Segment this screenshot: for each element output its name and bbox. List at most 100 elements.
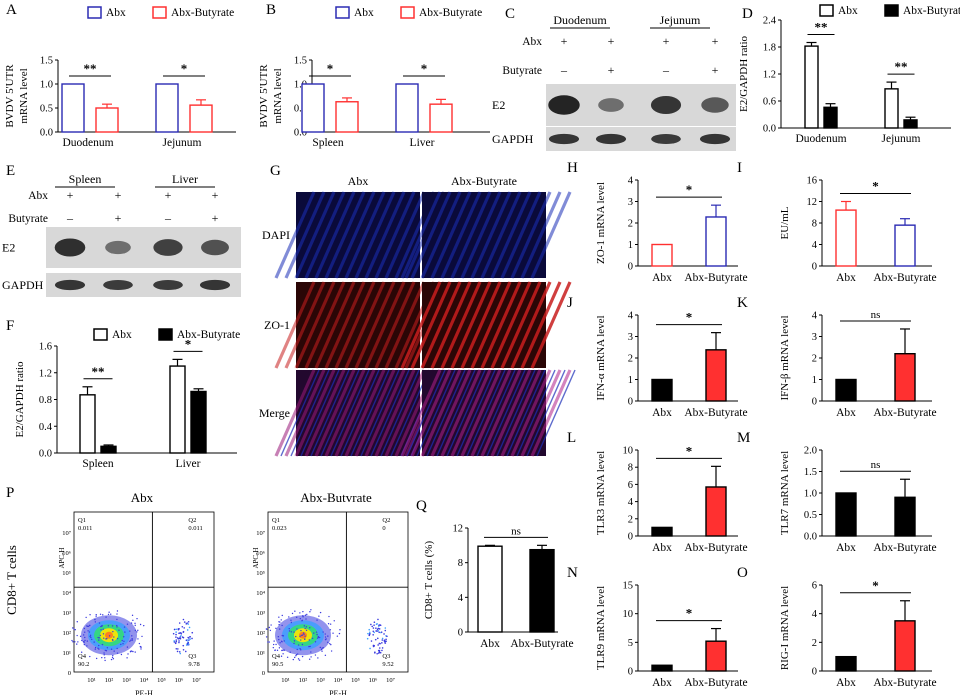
quadrant-q1-label: Q1 — [78, 517, 86, 524]
bar — [61, 83, 85, 133]
flow-event — [116, 618, 118, 621]
flow-event — [175, 648, 178, 650]
flow-event — [288, 630, 291, 632]
flow-event — [185, 623, 188, 625]
flow-x-tick: 10⁵ — [157, 677, 166, 684]
flow-event — [298, 659, 301, 661]
flow-event — [137, 638, 139, 640]
flow-event — [272, 646, 275, 649]
tissue-fold — [410, 191, 452, 279]
flow-x-tick: 10⁵ — [351, 677, 360, 684]
flow-event — [384, 640, 386, 642]
flow-x-tick: 10⁴ — [334, 677, 344, 684]
flow-event — [381, 649, 383, 652]
flow-event — [113, 636, 115, 638]
legend-swatch — [158, 328, 173, 341]
flow-event — [327, 622, 330, 625]
bar — [79, 394, 96, 454]
tissue-fold — [294, 281, 336, 369]
y-tick-label: 0.5 — [804, 510, 817, 521]
flow-event — [282, 635, 285, 637]
flow-event — [369, 647, 371, 650]
flow-event — [281, 641, 283, 643]
y-tick-label: 0 — [628, 397, 633, 408]
tissue-fold — [374, 191, 416, 279]
y-tick-label: 0 — [458, 628, 463, 639]
quadrant-q3-value: 9.52 — [382, 661, 393, 668]
flow-event — [378, 647, 381, 649]
flow-event — [189, 636, 191, 638]
flow-event — [339, 629, 341, 631]
blot-band-label: GAPDH — [492, 132, 534, 146]
blot-band-label: GAPDH — [2, 278, 44, 292]
flow-event — [304, 627, 306, 630]
tissue-nuclei — [476, 369, 516, 457]
y-tick-label: 10 — [623, 609, 634, 620]
tissue-fold — [274, 191, 316, 279]
flow-event — [269, 629, 272, 632]
flow-event — [126, 646, 129, 648]
tissue-fold — [314, 369, 356, 457]
y-tick-label: 0.8 — [39, 395, 52, 406]
flow-event — [375, 627, 377, 629]
flow-event — [184, 650, 187, 653]
y-tick-label: 4 — [812, 240, 818, 251]
flow-event — [376, 637, 379, 640]
legend-label: Abx — [112, 329, 132, 341]
tissue-fold — [410, 281, 452, 369]
y-tick-label: 6 — [812, 581, 817, 592]
y-tick-label: 12 — [807, 197, 818, 208]
flow-event — [191, 631, 194, 634]
blot-treatment-mark: + — [115, 188, 122, 202]
flow-event — [111, 656, 114, 659]
flow-event — [112, 630, 114, 633]
y-tick-label: 8 — [628, 463, 633, 474]
flow-event — [175, 636, 177, 638]
tissue-fold — [384, 191, 426, 279]
y-tick-label: 10 — [623, 446, 634, 457]
flow-event — [377, 627, 380, 630]
flow-event — [105, 638, 107, 640]
flow-event — [282, 653, 284, 655]
significance-label: * — [686, 182, 693, 197]
panel-label-p: P — [6, 485, 15, 501]
bar — [651, 526, 673, 537]
flow-event — [300, 634, 302, 637]
tissue-fold — [440, 369, 482, 457]
significance-label: * — [185, 336, 192, 351]
y-tick-label: 0.4 — [39, 422, 53, 433]
flow-event — [313, 632, 315, 634]
flow-event — [173, 640, 175, 642]
tissue-fold — [400, 369, 442, 457]
tissue-fold — [274, 369, 316, 457]
flow-x-tick: 10² — [299, 677, 308, 684]
flow-event — [103, 654, 105, 656]
flow-event — [278, 616, 280, 618]
flow-event — [383, 633, 385, 635]
flow-event — [277, 636, 280, 638]
flow-event — [187, 620, 190, 623]
flow-event — [274, 649, 276, 652]
flow-event — [100, 629, 102, 631]
tissue-fold — [294, 369, 336, 457]
flow-event — [123, 640, 125, 643]
western-blot-c: Duodenum Jejunum Abx + + + + Butyrate – + – + E2 GAPD… — [492, 13, 736, 151]
blot-band-label: E2 — [492, 98, 505, 112]
flow-event — [295, 635, 297, 638]
tissue-fold — [284, 281, 326, 369]
flow-event — [288, 627, 290, 630]
flow-event — [182, 618, 185, 621]
blot-band — [201, 239, 229, 256]
chart-a: 0.0 0.5 1.0 1.5 BVDV 5'UTR mRNA level Abx Abx-B… — [4, 6, 236, 149]
flow-event — [94, 621, 97, 623]
flow-event — [121, 639, 123, 642]
flow-event — [265, 628, 268, 630]
bar — [705, 216, 727, 267]
tissue-fold — [530, 281, 572, 369]
tissue-fold — [440, 191, 482, 279]
flow-event — [87, 630, 89, 632]
flow-event — [187, 623, 190, 625]
x-tick-label: Abx — [836, 542, 856, 554]
flow-event — [112, 654, 114, 657]
tissue-nuclei — [436, 369, 476, 457]
